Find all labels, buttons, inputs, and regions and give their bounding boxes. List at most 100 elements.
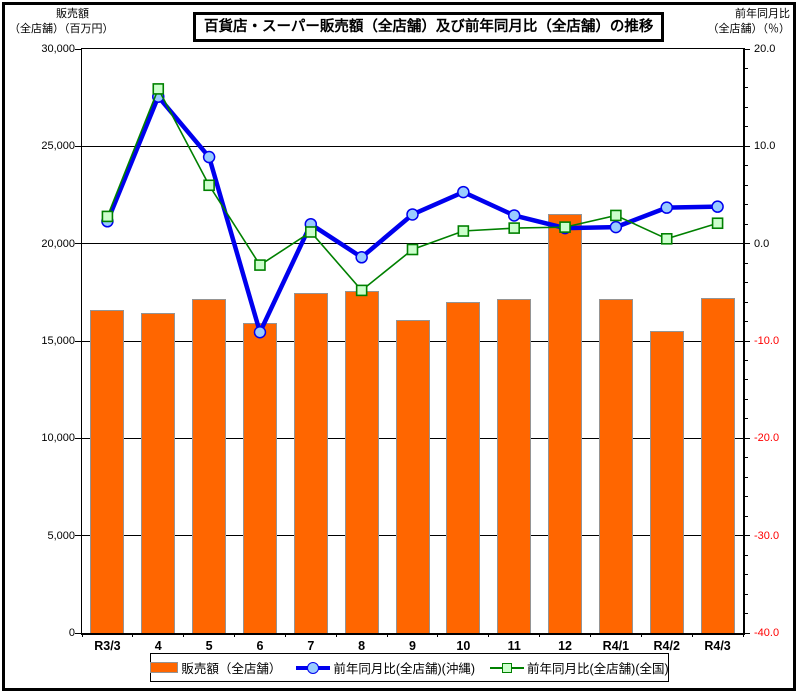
right-axis-tick xyxy=(744,243,750,245)
legend-line-circle-swatch xyxy=(296,661,331,675)
right-axis-minor-tick xyxy=(744,457,748,459)
right-axis-minor-tick xyxy=(744,262,748,264)
x-axis-tick xyxy=(284,633,286,637)
legend-item-label: 販売額（全店舗） xyxy=(181,662,282,676)
right-axis-minor-tick xyxy=(744,106,748,108)
left-axis-tick xyxy=(75,632,81,634)
bar-sales xyxy=(141,312,176,633)
gridline xyxy=(82,243,743,245)
x-axis-tick xyxy=(335,633,337,637)
x-axis-category-label: R3/3 xyxy=(94,639,121,653)
x-axis-tick xyxy=(386,633,388,637)
legend: 販売額（全店舗） 前年同月比(全店舗)(沖縄) 前年同月比(全店舗)(全国) xyxy=(150,653,669,682)
bar-sales xyxy=(192,299,227,633)
left-axis-tick-label: 20,000 xyxy=(41,237,75,250)
bar-sales xyxy=(395,319,430,633)
right-axis-minor-tick xyxy=(744,613,748,615)
right-axis-minor-tick xyxy=(744,359,748,361)
national-data-point xyxy=(559,221,571,233)
x-axis-category-label: 7 xyxy=(307,639,315,653)
bar-sales xyxy=(598,299,633,633)
x-axis-tick xyxy=(437,633,439,637)
national-data-point xyxy=(457,225,470,237)
bar-sales xyxy=(548,214,583,633)
okinawa-data-point xyxy=(406,208,419,221)
bar-sales xyxy=(700,298,735,633)
left-axis-title-line2: （全店舗）（百万円） xyxy=(9,23,114,35)
right-axis-minor-tick xyxy=(744,165,748,167)
bar-sales xyxy=(446,302,481,633)
x-axis-tick xyxy=(539,633,541,637)
left-axis-tick xyxy=(75,145,81,147)
line-series-layer xyxy=(101,83,724,339)
x-axis-tick xyxy=(234,633,236,637)
right-axis-tick-label: 20.0 xyxy=(754,43,776,55)
plot-area: 30,000 25,000 20,000 15,000 10,000 5,000 0 20.0… xyxy=(41,43,779,653)
left-axis-tick-label: 15,000 xyxy=(41,335,75,347)
right-axis-minor-tick xyxy=(744,184,748,186)
right-axis-minor-tick xyxy=(744,301,748,303)
right-axis-minor-tick xyxy=(744,379,748,381)
x-axis-category-label: 5 xyxy=(205,639,213,653)
x-axis-category-label: 11 xyxy=(507,639,521,653)
right-axis-title-line1: 前年同月比 xyxy=(735,8,790,20)
x-axis-tick xyxy=(691,633,693,637)
left-axis-tick xyxy=(75,243,81,245)
bar-sales xyxy=(90,309,125,633)
left-axis-tick-label: 30,000 xyxy=(41,43,75,55)
left-axis-tick-label: 25,000 xyxy=(41,140,75,153)
left-axis-tick xyxy=(75,535,81,537)
bar-sales xyxy=(344,291,379,633)
right-axis-tick xyxy=(744,48,750,50)
right-axis-minor-tick xyxy=(744,476,748,478)
national-data-point xyxy=(355,284,368,297)
bar-sales xyxy=(649,331,684,633)
right-axis-tick xyxy=(744,632,750,634)
legend-bar-swatch xyxy=(150,662,179,673)
right-axis-tick xyxy=(744,340,750,342)
national-data-point xyxy=(508,222,520,234)
x-axis-category-label: R4/1 xyxy=(602,639,630,653)
left-axis-tick-label: 0 xyxy=(68,627,75,639)
x-axis-tick xyxy=(81,633,83,637)
right-axis-minor-tick xyxy=(744,204,748,206)
right-axis-minor-tick xyxy=(744,593,748,595)
right-axis-minor-tick xyxy=(744,67,748,69)
national-data-point xyxy=(660,233,673,245)
x-axis-category-label: 6 xyxy=(256,639,264,653)
right-axis-minor-tick xyxy=(744,126,748,128)
right-axis-minor-tick xyxy=(744,496,748,498)
right-axis-title-line2: （全店舗）（％） xyxy=(707,23,791,35)
legend-item-okinawa: 前年同月比(全店舗)(沖縄) xyxy=(296,658,475,677)
national-data-point xyxy=(101,210,114,223)
right-axis-tick-label: -10.0 xyxy=(754,335,780,347)
bar-sales xyxy=(242,322,277,633)
right-axis-minor-tick xyxy=(744,87,748,89)
okinawa-data-point xyxy=(202,150,216,164)
x-axis-category-label: 9 xyxy=(409,639,416,653)
right-axis-tick-label: 10.0 xyxy=(754,140,776,153)
right-axis-minor-tick xyxy=(744,418,748,420)
x-axis-category-label: R4/3 xyxy=(704,639,731,653)
x-axis-tick xyxy=(640,633,642,637)
bar-sales xyxy=(293,293,328,633)
right-axis-minor-tick xyxy=(744,515,748,517)
okinawa-data-point xyxy=(660,201,673,214)
right-axis-minor-tick xyxy=(744,574,748,576)
x-axis-category-label: 10 xyxy=(456,639,471,653)
x-axis-tick xyxy=(742,633,744,637)
right-axis-tick-label: -40.0 xyxy=(754,627,780,639)
circle-marker-icon xyxy=(307,661,320,674)
national-data-point xyxy=(254,259,266,271)
right-axis-tick xyxy=(744,437,750,439)
okinawa-data-point xyxy=(457,185,470,199)
right-axis-tick-label: -20.0 xyxy=(754,432,780,445)
right-axis-title: 前年同月比 （全店舗）（％） xyxy=(708,7,791,37)
legend-item-label: 前年同月比(全店舗)(沖縄) xyxy=(333,662,476,676)
okinawa-data-point xyxy=(355,251,368,264)
left-axis-tick xyxy=(75,437,81,439)
right-axis-tick-label: -30.0 xyxy=(754,529,780,542)
right-axis-minor-tick xyxy=(744,282,748,284)
national-data-point xyxy=(305,226,317,238)
